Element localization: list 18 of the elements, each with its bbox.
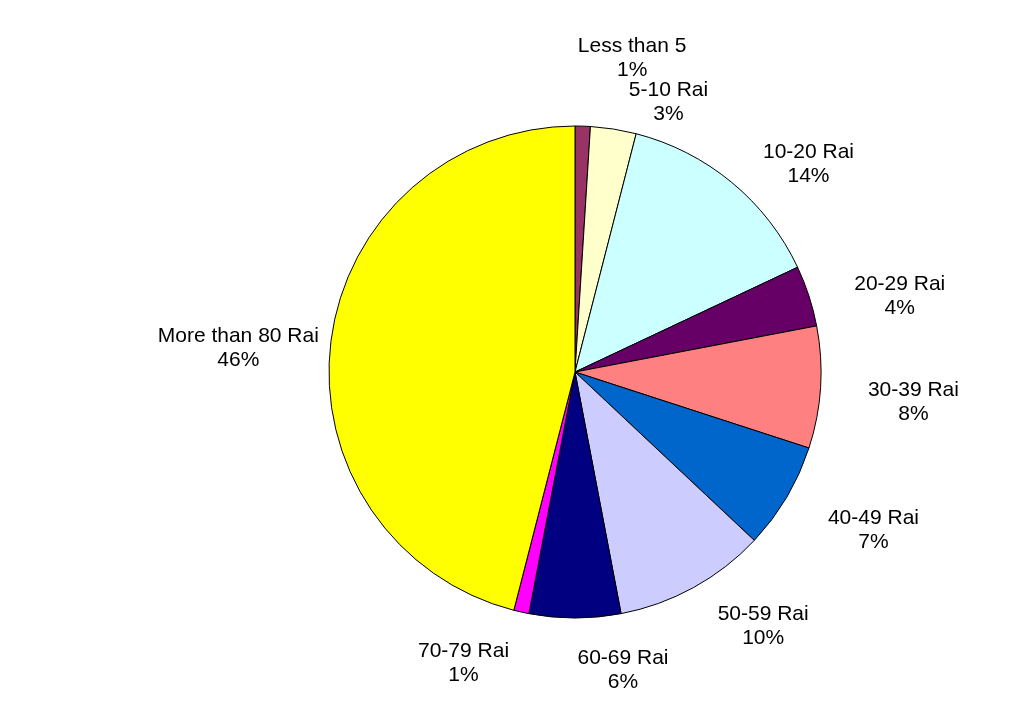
slice-label: More than 80 Rai: [157, 323, 319, 347]
slice-label: 50-59 Rai: [717, 601, 809, 624]
slice-label: 10-20 Rai: [762, 138, 855, 162]
slice-label: 30-39 Rai: [867, 376, 959, 400]
data-label: 1%: [448, 662, 479, 686]
data-label: 8%: [898, 400, 929, 424]
data-label: 46%: [217, 347, 260, 371]
data-label: 6%: [607, 669, 639, 692]
slice-label: 20-29 Rai: [854, 270, 946, 294]
data-label: 3%: [653, 100, 684, 124]
data-label: 4%: [884, 294, 915, 318]
slice-label: 40-49 Rai: [827, 504, 920, 528]
data-label: 14%: [787, 162, 830, 186]
slice-label: 60-69 Rai: [577, 645, 669, 668]
data-label: 7%: [858, 528, 889, 552]
data-label: 10%: [742, 625, 785, 648]
slice-label: Less than 5: [577, 32, 687, 56]
slice-label: 70-79 Rai: [417, 638, 510, 662]
